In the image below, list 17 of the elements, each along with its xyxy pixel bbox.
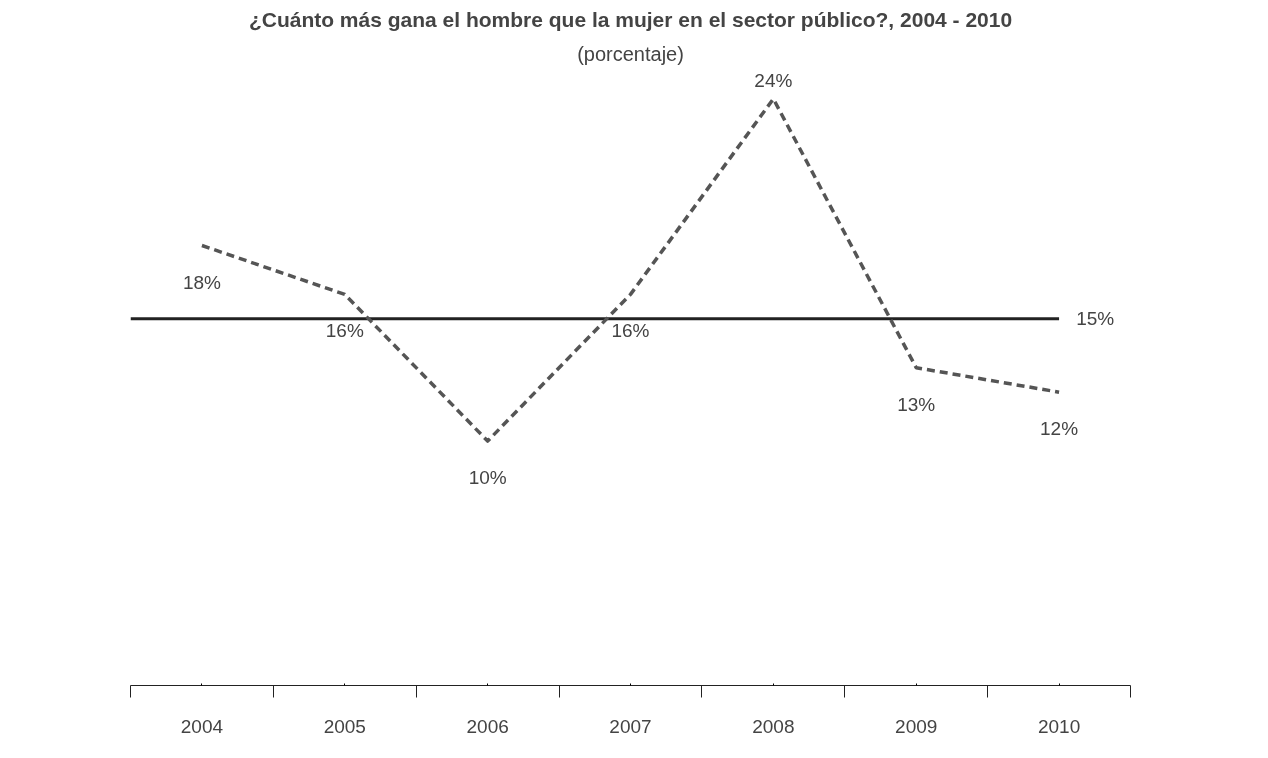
ref-line-label: 15% — [1076, 308, 1115, 330]
data-label: 13% — [897, 393, 936, 415]
x-tick-label: 2004 — [180, 715, 224, 737]
data-label: 16% — [325, 320, 364, 342]
data-label: 16% — [611, 320, 650, 342]
chart-subtitle: (porcentaje) — [577, 42, 684, 65]
x-tick-label: 2006 — [466, 715, 509, 737]
x-tick-label: 2008 — [752, 715, 795, 737]
x-tick-label: 2007 — [609, 715, 652, 737]
x-tick-label: 2005 — [323, 715, 366, 737]
data-label: 10% — [468, 467, 507, 489]
x-tick-label: 2010 — [1037, 715, 1081, 737]
data-label: 24% — [754, 69, 793, 91]
data-label: 18% — [182, 271, 222, 293]
chart-title: ¿Cuánto más gana el hombre que la mujer en el sector público?, 2004 - 2010 — [248, 7, 1013, 31]
data-label: 12% — [1040, 418, 1079, 440]
x-tick-label: 2009 — [895, 715, 938, 737]
